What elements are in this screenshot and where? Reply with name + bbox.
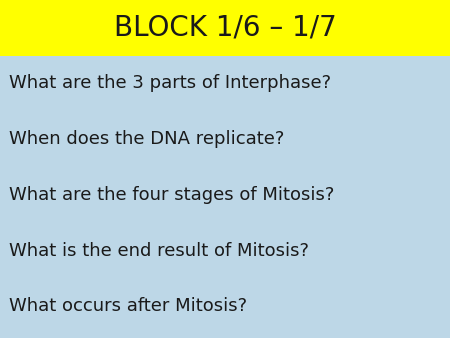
Text: What is the end result of Mitosis?: What is the end result of Mitosis? xyxy=(9,242,309,260)
Text: What are the four stages of Mitosis?: What are the four stages of Mitosis? xyxy=(9,186,334,204)
FancyBboxPatch shape xyxy=(0,0,450,56)
Text: What occurs after Mitosis?: What occurs after Mitosis? xyxy=(9,297,247,315)
Text: When does the DNA replicate?: When does the DNA replicate? xyxy=(9,130,284,148)
Text: BLOCK 1/6 – 1/7: BLOCK 1/6 – 1/7 xyxy=(113,14,337,42)
Text: What are the 3 parts of Interphase?: What are the 3 parts of Interphase? xyxy=(9,74,331,92)
